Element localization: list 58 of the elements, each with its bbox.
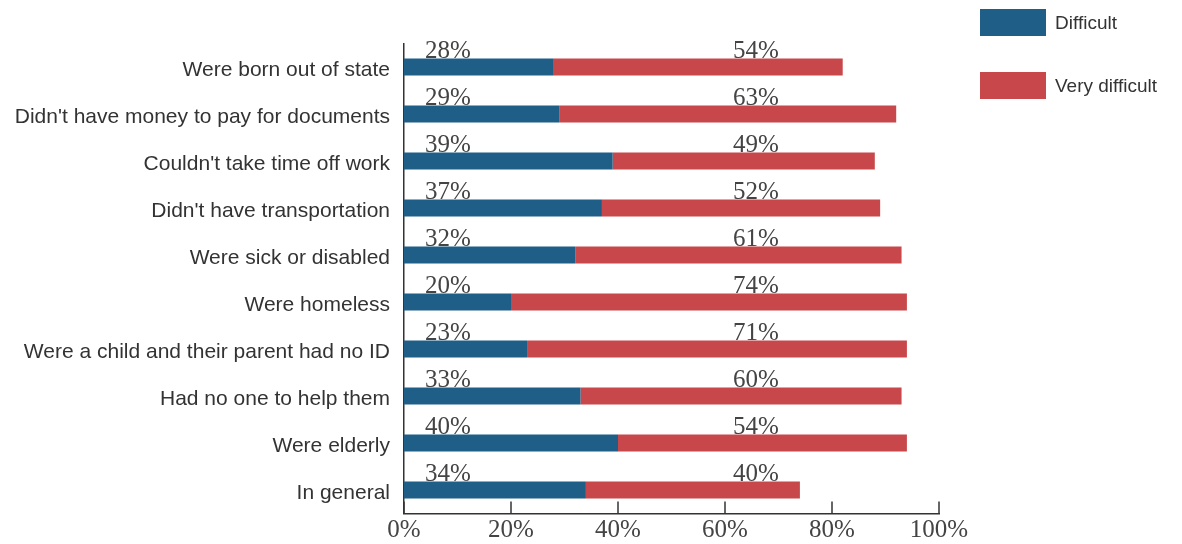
x-tick-label: 100% (909, 515, 969, 543)
bar (585, 481, 800, 499)
bar (404, 199, 602, 217)
data-label: 54% (733, 411, 779, 439)
x-tick-label: 20% (488, 515, 534, 543)
bar (553, 58, 843, 76)
bar (527, 340, 907, 358)
y-tick-label: In general (296, 479, 390, 503)
y-tick-label: Were elderly (272, 432, 391, 456)
bar (559, 105, 897, 123)
bar (404, 434, 618, 452)
bar (404, 246, 576, 264)
legend-label: Very difficult (1055, 74, 1158, 96)
bar (580, 387, 902, 405)
bar (612, 152, 875, 170)
x-tick-label: 80% (809, 515, 855, 543)
data-label: 71% (733, 317, 779, 345)
bar (404, 58, 554, 76)
data-label: 40% (425, 411, 471, 439)
y-tick-label: Had no one to help them (160, 385, 390, 409)
bar (404, 105, 560, 123)
bar (404, 387, 581, 405)
x-tick-label: 40% (595, 515, 641, 543)
data-label: 20% (425, 270, 471, 298)
x-tick-label: 60% (702, 515, 748, 543)
y-tick-label: Didn't have transportation (151, 197, 390, 221)
data-label: 33% (425, 364, 471, 392)
bar (618, 434, 907, 452)
bar (404, 340, 528, 358)
data-label: 39% (425, 129, 471, 157)
y-tick-label: Didn't have money to pay for documents (14, 103, 390, 127)
data-label: 54% (733, 35, 779, 63)
data-label: 60% (733, 364, 779, 392)
bar (404, 152, 613, 170)
data-label: 63% (733, 82, 779, 110)
y-tick-label: Were born out of state (182, 56, 390, 80)
data-label: 40% (733, 458, 779, 486)
bar (601, 199, 881, 217)
data-label: 37% (425, 176, 471, 204)
bar (404, 293, 511, 311)
legend-label: Difficult (1055, 11, 1118, 33)
data-label: 61% (733, 223, 779, 251)
data-label: 74% (733, 270, 779, 298)
y-tick-label: Were sick or disabled (189, 244, 390, 268)
data-label: 49% (733, 129, 779, 157)
x-tick-label: 0% (387, 515, 421, 543)
y-tick-label: Were homeless (244, 291, 390, 315)
bar (404, 481, 586, 499)
data-label: 23% (425, 317, 471, 345)
bar (575, 246, 902, 264)
data-label: 52% (733, 176, 779, 204)
data-label: 32% (425, 223, 471, 251)
data-label: 29% (425, 82, 471, 110)
data-label: 34% (425, 458, 471, 486)
bar (511, 293, 907, 311)
data-label: 28% (425, 35, 471, 63)
y-tick-label: Couldn't take time off work (143, 150, 391, 174)
y-tick-label: Were a child and their parent had no ID (23, 338, 390, 362)
